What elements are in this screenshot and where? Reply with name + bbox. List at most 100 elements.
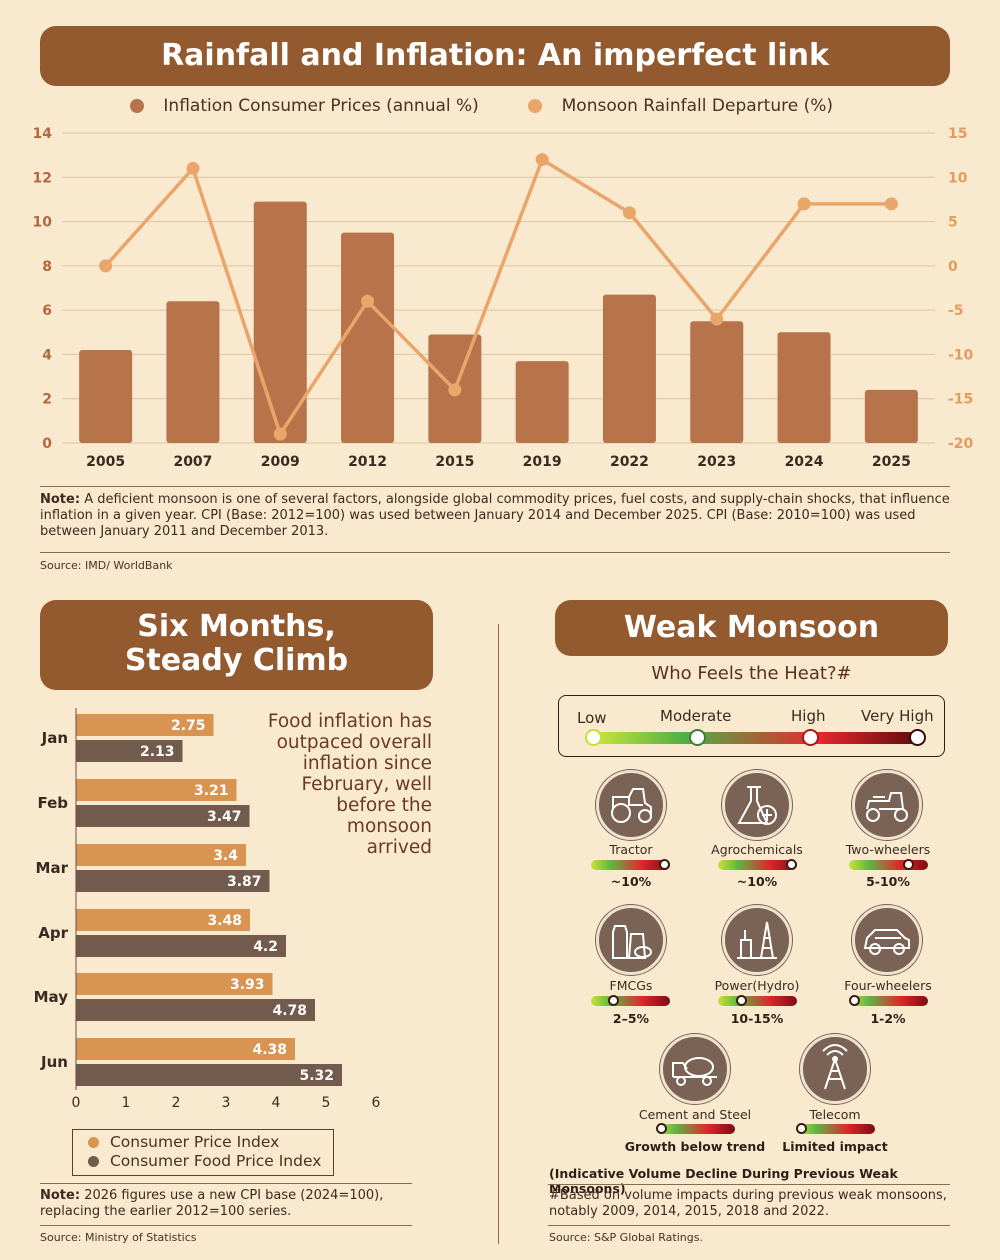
y-left-tick-label: 0	[42, 436, 52, 452]
annotation-line: outpaced overall	[276, 732, 432, 753]
top-chart-title-banner: Rainfall and Inflation: An imperfect lin…	[40, 26, 950, 86]
sector-value: 1-2%	[870, 1011, 906, 1026]
scale-label-very-high: Very High	[861, 707, 934, 725]
sector-impact-marker	[656, 1123, 667, 1134]
sector-name: Four-wheelers	[844, 978, 932, 993]
top-note-label: Note:	[40, 492, 81, 507]
x-tick-label: 4	[272, 1095, 281, 1111]
annotation-line: inflation since	[302, 753, 432, 774]
rainfall-point	[710, 312, 724, 326]
month-label: Feb	[37, 794, 68, 812]
y-left-tick-label: 6	[42, 303, 52, 319]
agrochemicals-icon	[722, 770, 792, 840]
cpi-bar	[76, 973, 273, 995]
tractor-icon	[596, 770, 666, 840]
sector-impact-bar	[796, 1123, 875, 1134]
y-right-tick-label: -15	[948, 392, 973, 408]
sector-name: Power(Hydro)	[714, 978, 800, 993]
x-tick-label: 2012	[348, 454, 387, 470]
sector-impact-marker	[736, 995, 747, 1006]
scale-marker-moderate	[689, 729, 706, 746]
right-note-divider	[548, 1184, 950, 1185]
left-note-divider	[40, 1183, 412, 1184]
scale-marker-very-high	[909, 729, 926, 746]
x-tick-label: 1	[122, 1095, 131, 1111]
x-tick-label: 6	[372, 1095, 381, 1111]
y-left-tick-label: 2	[42, 392, 52, 408]
food-bar	[76, 1064, 342, 1086]
sector-value: 10-15%	[730, 1011, 784, 1026]
legend-food-label: Consumer Food Price Index	[109, 1152, 322, 1170]
y-right-tick-label: 10	[948, 170, 968, 186]
rainfall-line	[104, 157, 892, 436]
x-tick-label: 5	[322, 1095, 331, 1111]
cpi-bar	[76, 1038, 295, 1060]
sector-value: ~10%	[610, 874, 652, 889]
sector-impact-bar	[849, 859, 928, 870]
x-tick-label: 2	[172, 1095, 181, 1111]
sector-impact-bar	[849, 995, 928, 1006]
inflation-bar	[602, 294, 656, 443]
food-value-label: 4.78	[272, 1003, 307, 1019]
scale-label-high: High	[791, 707, 826, 725]
scooter-icon	[852, 770, 922, 840]
sector-name: Two-wheelers	[845, 842, 931, 857]
cpi-bar	[76, 909, 250, 931]
cpi-value-label: 4.38	[252, 1042, 287, 1058]
legend-food-swatch	[88, 1156, 99, 1167]
sector-impact-marker	[608, 995, 619, 1006]
left-note-label: Note:	[40, 1188, 81, 1203]
left-chart-legend: Consumer Price Index Consumer Food Price…	[72, 1129, 334, 1176]
rainfall-point	[535, 153, 549, 167]
right-panel-subtitle: Who Feels the Heat?#	[651, 663, 852, 684]
annotation-line: February, well	[301, 774, 432, 795]
sector-impact-marker	[786, 859, 797, 870]
scale-label-moderate: Moderate	[660, 707, 732, 725]
food-inflation-annotation: Food inflation has outpaced overall infl…	[232, 711, 432, 858]
y-left-tick-label: 10	[33, 215, 53, 231]
sector-value: 5-10%	[866, 874, 910, 889]
left-title-line1: Six Months,	[137, 609, 336, 644]
right-panel-note: #Based on volume impacts during previous…	[549, 1188, 947, 1219]
cpi-value-label: 3.93	[230, 977, 265, 993]
y-right-tick-label: -10	[948, 347, 974, 363]
rainfall-point	[99, 259, 113, 273]
legend-bar-label: Inflation Consumer Prices (annual %)	[163, 96, 479, 116]
x-tick-label: 2009	[261, 454, 300, 470]
left-panel-note: Note: 2026 figures use a new CPI base (2…	[40, 1188, 420, 1220]
telecom-tower-icon	[800, 1034, 870, 1104]
x-tick-label: 2005	[86, 454, 125, 470]
cpi-bar	[76, 714, 214, 736]
cpi-value-label: 3.21	[194, 783, 229, 799]
y-left-tick-label: 8	[42, 259, 52, 275]
x-tick-label: 2007	[173, 454, 212, 470]
x-tick-label: 2019	[523, 454, 562, 470]
rainfall-point	[622, 206, 636, 220]
y-left-tick-label: 12	[33, 170, 52, 186]
power-plant-icon	[722, 905, 792, 975]
rainfall-point	[448, 383, 462, 397]
legend-cpi-label: Consumer Price Index	[109, 1133, 280, 1151]
x-tick-label: 2022	[610, 454, 649, 470]
annotation-line: monsoon	[346, 816, 432, 837]
month-label: Apr	[38, 924, 68, 942]
scale-marker-high	[802, 729, 819, 746]
sector-value: Limited impact	[782, 1139, 888, 1154]
right-source-divider	[548, 1225, 950, 1226]
cpi-bar	[76, 779, 237, 801]
right-panel-source: Source: S&P Global Ratings.	[549, 1231, 703, 1244]
food-value-label: 4.2	[253, 939, 278, 955]
month-label: Mar	[36, 859, 69, 877]
impact-scale-bar	[585, 732, 919, 744]
rainfall-point	[361, 294, 375, 308]
y-right-tick-label: -5	[948, 303, 964, 319]
scale-label-low: Low	[577, 709, 607, 727]
left-panel-title-banner: Six Months, Steady Climb	[40, 600, 433, 690]
left-note-text: 2026 figures use a new CPI base (2024=10…	[40, 1188, 384, 1219]
sector-impact-marker	[849, 995, 860, 1006]
y-left-tick-label: 14	[33, 126, 53, 142]
y-left-tick-label: 4	[42, 347, 52, 363]
sector-impact-marker	[659, 859, 670, 870]
left-title-line2: Steady Climb	[124, 643, 349, 678]
fmcg-icon	[596, 905, 666, 975]
